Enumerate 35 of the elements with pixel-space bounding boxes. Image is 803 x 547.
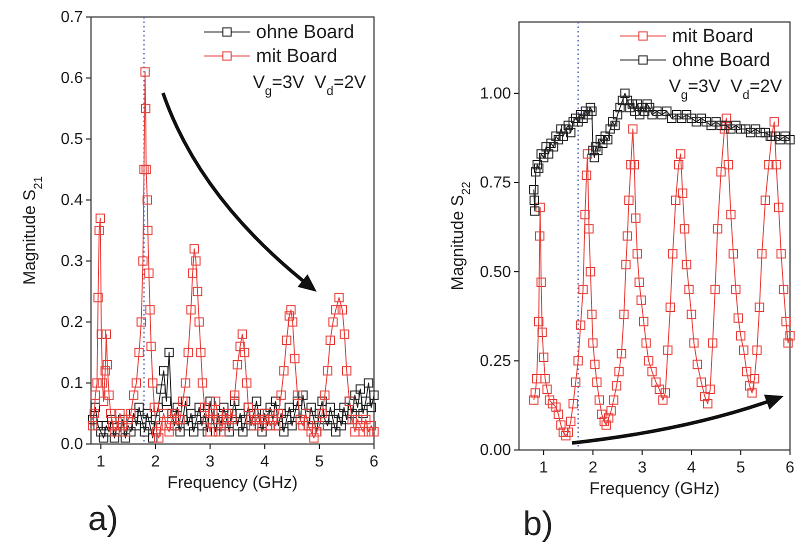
y-tick-label: 1.00 [480, 85, 512, 102]
annotation: V$_{g}$=3V V$_{d}$=2V [252, 72, 366, 98]
y-tick-label: 0.50 [480, 264, 512, 281]
y-tick-label: 0.75 [480, 174, 512, 192]
legend-label: ohne Board [256, 22, 354, 43]
x-tick-label: 2 [151, 453, 160, 470]
y-tick-label: 0.6 [60, 70, 84, 88]
x-tick-label: 6 [370, 453, 379, 470]
y-tick-label: 0.25 [480, 352, 512, 370]
x-tick-label: 2 [588, 459, 598, 476]
x-tick-label: 3 [638, 459, 647, 476]
y-tick-label: 0.3 [60, 253, 84, 270]
x-tick-label: 1 [539, 459, 548, 476]
y-tick-label: 0.2 [60, 314, 84, 332]
x-tick-label: 6 [786, 459, 795, 476]
x-tick-label: 5 [314, 453, 324, 470]
annotation: V$_{g}$=3V V$_{d}$=2V [668, 76, 782, 102]
y-tick-label: 0.00 [480, 442, 512, 460]
text: a) [88, 500, 118, 538]
x-tick-label: 3 [206, 453, 215, 470]
legend-label: mit Board [256, 46, 338, 67]
x-axis-title: Frequency (GHz) [167, 473, 298, 492]
y-tick-label: 0.4 [60, 192, 84, 210]
y-tick-label: 0.7 [60, 9, 84, 26]
x-tick-label: 5 [736, 459, 746, 476]
y-tick-label: 0.1 [60, 375, 84, 392]
text: b) [523, 505, 554, 543]
x-axis-title: Frequency (GHz) [589, 479, 720, 498]
y-tick-label: 0.0 [60, 436, 84, 454]
x-tick-label: 4 [687, 459, 696, 476]
legend-label: mit Board [672, 26, 754, 47]
x-tick-label: 1 [96, 453, 106, 470]
x-tick-label: 4 [260, 453, 270, 470]
legend-label: ohne Board [672, 50, 770, 71]
y-tick-label: 0.5 [60, 131, 84, 148]
